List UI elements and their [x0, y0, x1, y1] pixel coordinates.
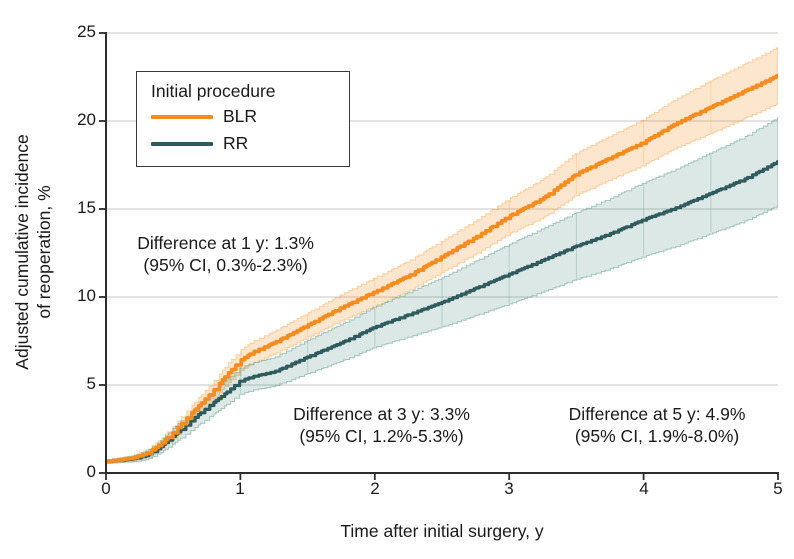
legend-title: Initial procedure	[151, 81, 276, 101]
annotation-line: Difference at 1 y: 1.3%	[137, 232, 314, 253]
legend-entry-blr: BLR	[151, 103, 349, 130]
x-tick-label: 3	[504, 479, 514, 498]
annotation-difference-5y: Difference at 5 y: 4.9% (95% CI, 1.9%-8.…	[569, 403, 746, 447]
x-tick-label: 5	[773, 479, 783, 498]
legend-label-rr: RR	[223, 133, 249, 153]
y-axis-label: Adjusted cumulative incidence of reopera…	[11, 134, 55, 369]
y-tick-label: 20	[77, 110, 96, 129]
legend-label-blr: BLR	[223, 106, 258, 126]
y-tick-label: 0	[86, 462, 96, 481]
x-tick-label: 1	[235, 479, 245, 498]
x-tick-label: 2	[370, 479, 380, 498]
x-axis-label: Time after initial surgery, y	[340, 521, 544, 541]
blr-line-swatch	[151, 114, 213, 119]
annotation-line: (95% CI, 0.3%-2.3%)	[143, 254, 308, 275]
annotation-difference-3y: Difference at 3 y: 3.3% (95% CI, 1.2%-5.…	[293, 403, 470, 447]
annotation-line: Difference at 3 y: 3.3%	[293, 403, 470, 424]
y-axis-label-line1: Adjusted cumulative incidence	[12, 134, 32, 370]
y-tick-label: 15	[77, 198, 96, 217]
annotation-line: (95% CI, 1.2%-5.3%)	[299, 425, 464, 446]
legend-box: Initial procedure BLR RR	[136, 71, 350, 167]
legend-entry-rr: RR	[151, 130, 349, 157]
annotation-line: (95% CI, 1.9%-8.0%)	[574, 425, 740, 446]
y-tick-label: 10	[77, 286, 96, 305]
annotation-line: Difference at 5 y: 4.9%	[568, 403, 746, 424]
y-axis-label-line2: of reoperation, %	[34, 185, 54, 319]
rr-line-swatch	[151, 141, 213, 146]
y-tick-label: 5	[86, 374, 96, 393]
annotation-difference-1y: Difference at 1 y: 1.3% (95% CI, 0.3%-2.…	[137, 232, 314, 276]
y-tick-label: 25	[77, 22, 96, 41]
x-tick-label: 0	[101, 479, 111, 498]
x-tick-label: 4	[639, 479, 649, 498]
